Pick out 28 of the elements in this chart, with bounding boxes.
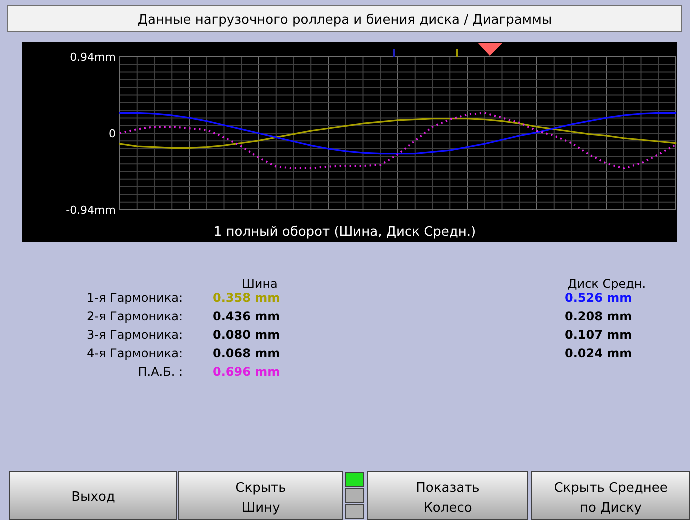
text: Выход [72,490,116,505]
text: 1-я Гармоника: [87,291,183,305]
text: 0.526 mm [565,291,632,305]
y-tick-label: 0 [109,128,116,140]
y-tick-label: -0.94mm [66,204,116,217]
text: Шина [242,277,278,291]
y-tick-label: 0.94mm [70,51,116,64]
x-axis-title: 1 полный оборот (Шина, Диск Средн.) [214,225,476,240]
text: П.А.Б. : [138,365,183,379]
chart-title: Данные нагрузочного роллера и биения диска / Диаграммы [138,13,552,28]
text: Скрыть Среднее по Диску [554,481,668,516]
text: 0.068 mm [213,346,280,360]
line-series [119,112,677,155]
text: 0.358 mm [213,291,280,305]
line-series [119,118,677,149]
text: 4-я Гармоника: [87,346,183,360]
text: 0.696 mm [213,365,280,379]
text: 3-я Гармоника: [87,328,183,342]
text: 2-я Гармоника: [87,310,183,324]
text: Показать Колесо [416,481,480,516]
text: 0.208 mm [565,310,632,324]
line-series [119,112,677,170]
text: 0.024 mm [565,346,632,360]
text: Диск Средн. [568,277,646,291]
text: 0.080 mm [213,328,280,342]
text: Скрыть Шину [236,481,286,516]
text: 0.107 mm [565,328,632,342]
text: 0.436 mm [213,310,280,324]
